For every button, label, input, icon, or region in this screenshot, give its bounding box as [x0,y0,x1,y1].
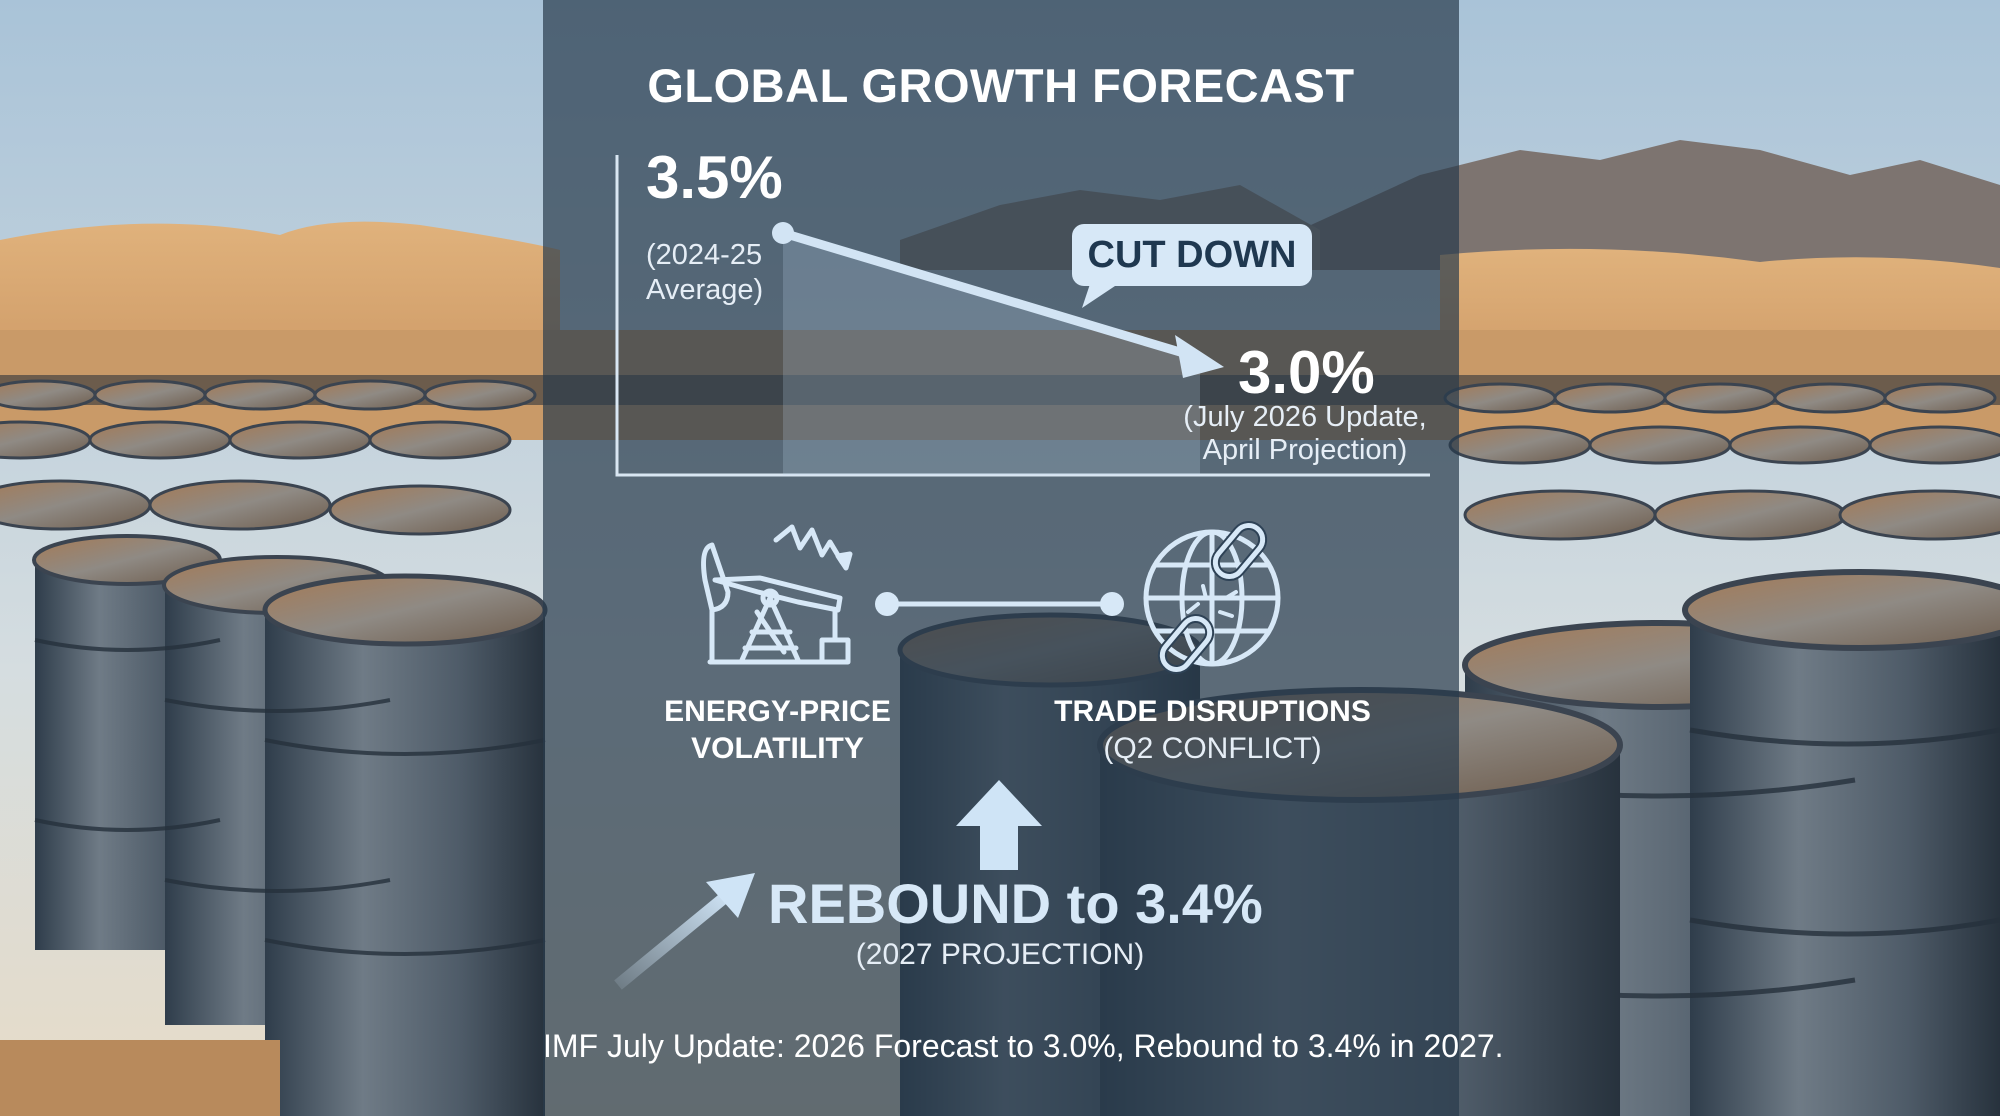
cut-down-label: CUT DOWN [1087,234,1297,276]
content-panel [543,0,1459,1116]
callout-tail [1082,284,1118,308]
oil-pump-volatility-icon [701,524,853,665]
rise-arrow-icon [614,873,755,990]
start-value: 3.5% [646,144,783,211]
start-note-line2: Average) [646,274,764,306]
energy-label-line2: VOLATILITY [691,732,864,765]
trend-shade [783,233,1200,475]
cut-down-callout [1072,224,1312,286]
chart-axes [615,155,1430,477]
start-note-line1: (2024-25 [646,239,763,271]
rebound-sub: (2027 PROJECTION) [855,938,1145,971]
rebound-headline: REBOUND to 3.4% [768,872,1263,935]
page-title: GLOBAL GROWTH FORECAST [647,59,1355,112]
end-note-line1: (July 2026 Update, [1183,401,1427,433]
footer-caption: IMF July Update: 2026 Forecast to 3.0%, … [543,1028,1504,1064]
trade-label-line2: (Q2 CONFLICT) [1103,732,1322,765]
globe-broken-chain-icon [1143,521,1281,674]
trade-label-line1: TRADE DISRUPTIONS [1054,695,1371,728]
downtrend-arrow [772,222,1224,378]
factor-connector [875,592,1124,616]
end-value: 3.0% [1238,339,1375,406]
up-arrow-head-icon [956,780,1042,870]
energy-label-line1: ENERGY-PRICE [664,695,891,728]
end-note-line2: April Projection) [1202,434,1408,466]
